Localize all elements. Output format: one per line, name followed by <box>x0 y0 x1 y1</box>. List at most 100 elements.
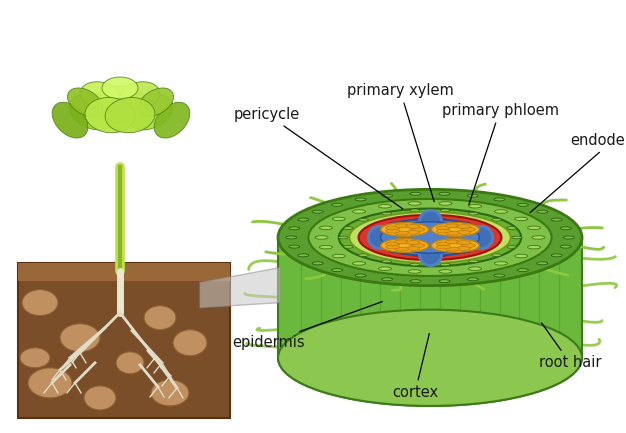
Ellipse shape <box>406 246 420 250</box>
Ellipse shape <box>381 239 429 252</box>
Ellipse shape <box>338 236 348 239</box>
Ellipse shape <box>440 263 450 266</box>
Ellipse shape <box>536 210 548 213</box>
Ellipse shape <box>374 228 386 231</box>
Ellipse shape <box>374 243 386 247</box>
Ellipse shape <box>456 230 471 234</box>
Ellipse shape <box>144 306 176 330</box>
Text: primary phloem: primary phloem <box>441 103 558 205</box>
FancyBboxPatch shape <box>18 262 230 281</box>
Ellipse shape <box>68 88 103 116</box>
Ellipse shape <box>278 189 582 286</box>
Ellipse shape <box>439 202 452 205</box>
Ellipse shape <box>468 267 481 271</box>
Ellipse shape <box>389 222 401 225</box>
Ellipse shape <box>173 330 207 356</box>
Ellipse shape <box>494 274 505 277</box>
Ellipse shape <box>560 245 572 248</box>
Ellipse shape <box>85 97 135 133</box>
Ellipse shape <box>382 212 391 215</box>
Ellipse shape <box>285 236 297 239</box>
Ellipse shape <box>436 253 448 256</box>
Ellipse shape <box>436 219 448 222</box>
Ellipse shape <box>84 386 116 410</box>
Ellipse shape <box>468 204 481 208</box>
Ellipse shape <box>382 194 393 197</box>
Ellipse shape <box>138 88 173 116</box>
Ellipse shape <box>343 246 353 248</box>
Ellipse shape <box>515 254 528 258</box>
Ellipse shape <box>459 222 471 225</box>
Ellipse shape <box>355 198 366 201</box>
Ellipse shape <box>343 227 353 229</box>
Ellipse shape <box>352 210 366 213</box>
Ellipse shape <box>382 260 391 263</box>
Ellipse shape <box>410 209 420 212</box>
Ellipse shape <box>359 215 501 260</box>
Ellipse shape <box>298 254 309 257</box>
Ellipse shape <box>436 226 451 229</box>
Ellipse shape <box>439 270 452 273</box>
Text: pericycle: pericycle <box>233 107 403 209</box>
Text: epidermis: epidermis <box>232 301 382 350</box>
Ellipse shape <box>151 380 189 406</box>
Ellipse shape <box>506 227 516 229</box>
Ellipse shape <box>80 82 120 108</box>
Ellipse shape <box>312 262 323 265</box>
Ellipse shape <box>381 222 480 253</box>
Ellipse shape <box>395 240 409 244</box>
Ellipse shape <box>406 241 420 244</box>
Ellipse shape <box>332 217 346 221</box>
Ellipse shape <box>382 278 393 281</box>
Ellipse shape <box>289 245 300 248</box>
Ellipse shape <box>436 245 451 249</box>
Text: primary xylem: primary xylem <box>347 83 453 202</box>
Text: Cross Section of a Root: Cross Section of a Root <box>76 13 550 47</box>
Ellipse shape <box>411 228 425 231</box>
Ellipse shape <box>278 310 582 406</box>
Ellipse shape <box>386 242 400 246</box>
Ellipse shape <box>319 226 332 229</box>
Ellipse shape <box>552 218 562 221</box>
Ellipse shape <box>339 209 521 266</box>
Ellipse shape <box>528 226 540 229</box>
Ellipse shape <box>431 239 480 252</box>
Ellipse shape <box>332 254 346 258</box>
Ellipse shape <box>298 218 309 221</box>
Ellipse shape <box>69 94 115 130</box>
Ellipse shape <box>445 240 459 244</box>
Ellipse shape <box>309 199 552 276</box>
Ellipse shape <box>20 348 50 368</box>
Ellipse shape <box>475 243 486 247</box>
Ellipse shape <box>528 246 540 249</box>
Ellipse shape <box>480 236 492 239</box>
Text: endodermis: endodermis <box>530 132 626 213</box>
Ellipse shape <box>491 254 501 256</box>
Ellipse shape <box>475 228 486 231</box>
Ellipse shape <box>315 236 328 239</box>
Ellipse shape <box>22 290 58 316</box>
Ellipse shape <box>332 204 342 206</box>
Ellipse shape <box>381 223 429 236</box>
Ellipse shape <box>410 280 421 283</box>
Ellipse shape <box>368 236 380 239</box>
Ellipse shape <box>386 245 400 249</box>
Ellipse shape <box>532 236 545 239</box>
Ellipse shape <box>517 268 528 271</box>
FancyBboxPatch shape <box>18 262 230 418</box>
Ellipse shape <box>406 230 420 234</box>
Ellipse shape <box>512 236 522 239</box>
Ellipse shape <box>395 231 409 235</box>
Ellipse shape <box>410 192 421 195</box>
Ellipse shape <box>127 94 173 130</box>
Ellipse shape <box>289 227 300 230</box>
Ellipse shape <box>349 212 511 263</box>
Ellipse shape <box>389 250 401 253</box>
Ellipse shape <box>395 224 409 228</box>
Ellipse shape <box>495 262 508 265</box>
Ellipse shape <box>386 229 400 233</box>
Ellipse shape <box>431 223 480 236</box>
Ellipse shape <box>468 212 478 215</box>
Ellipse shape <box>436 242 451 246</box>
Polygon shape <box>278 237 582 406</box>
